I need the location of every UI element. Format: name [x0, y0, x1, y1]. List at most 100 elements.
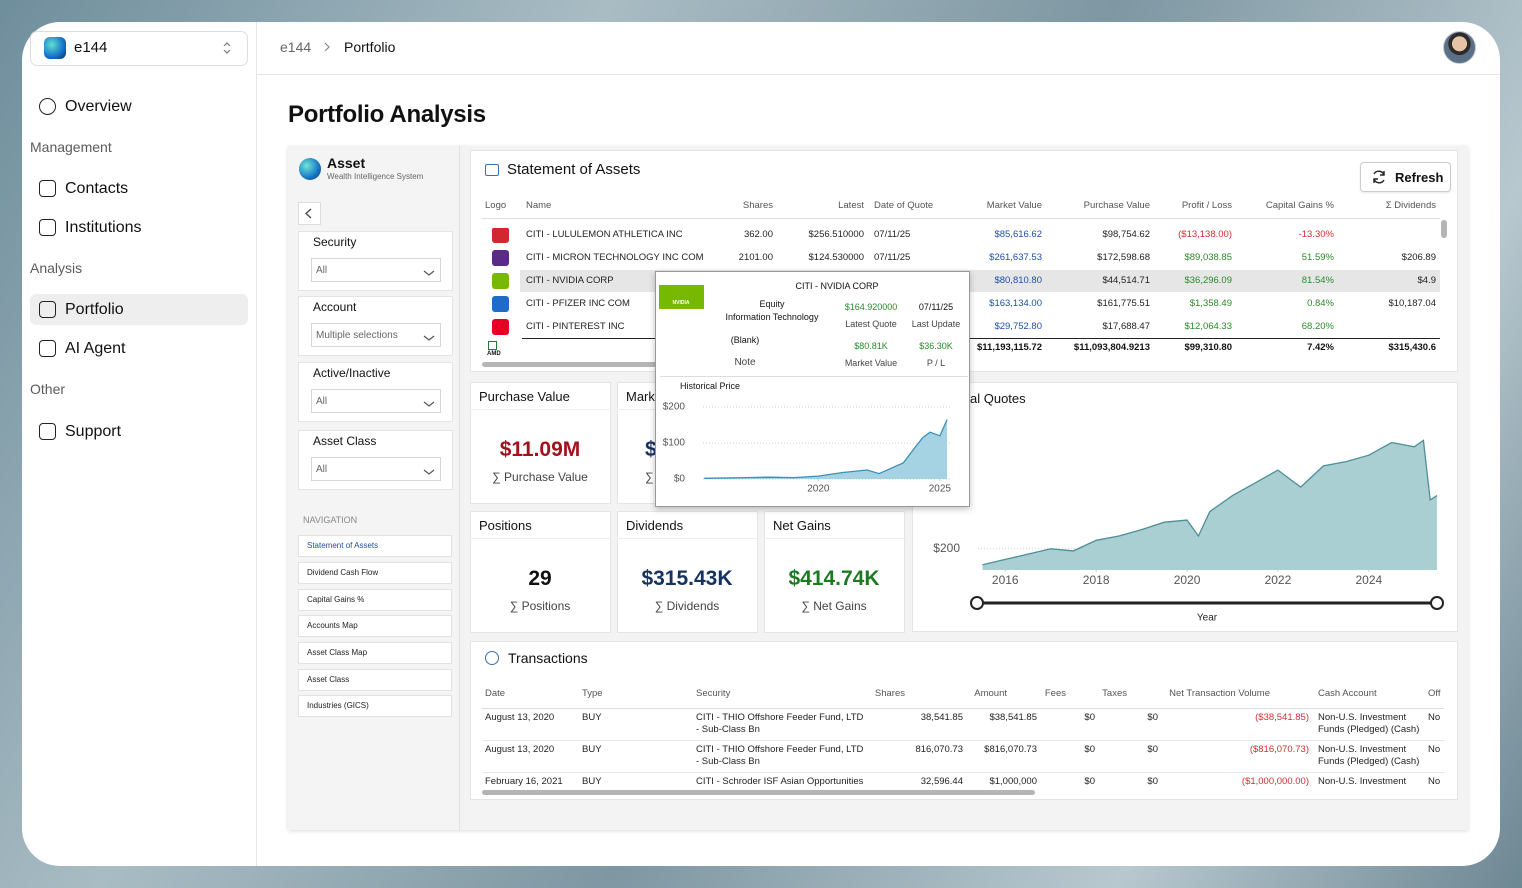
tooltip-category: Equity [759, 299, 785, 309]
y-tick-label: $100 [663, 438, 686, 449]
filter-label: Account [313, 300, 357, 314]
asset-cell: $80,810.80 [994, 275, 1042, 286]
historical-price-chart: $0 $100 $200 2020 2025 [663, 402, 952, 495]
total-cell: $11,193,115.72 [977, 342, 1042, 353]
column-header: Latest [838, 200, 864, 211]
workspace-selector[interactable] [30, 31, 248, 66]
refresh-icon [1371, 169, 1387, 185]
y-tick-label: $0 [674, 474, 686, 485]
navigation-button[interactable] [298, 589, 452, 611]
asset-cell: 07/11/25 [874, 229, 911, 240]
nav-label: Contacts [65, 179, 129, 197]
kpi-rule [764, 538, 905, 539]
kpi-value: $315.43K [641, 566, 733, 590]
transaction-cell: February 16, 2021 [485, 776, 563, 787]
back-button[interactable] [298, 202, 321, 225]
asset-cell: $89,038.85 [1184, 252, 1232, 263]
line [982, 439, 1438, 566]
breadcrumb-separator [322, 40, 332, 54]
asset-cell: 0.84% [1307, 298, 1334, 309]
column-header: Net Transaction Volume [1169, 688, 1270, 699]
nav-label: Portfolio [65, 300, 124, 318]
company-logo [492, 296, 509, 312]
refresh-button[interactable] [1360, 162, 1451, 192]
dropdown-chevron [423, 330, 435, 341]
tooltip-logo-text: NVIDIA [672, 299, 690, 306]
total-logo: AMD [487, 351, 501, 357]
column-header: Market Value [986, 200, 1042, 211]
selector-chevron [224, 43, 231, 53]
tooltip: NVIDIA CITI - NVIDIA CORP Equity Informatio… [655, 271, 970, 507]
filter-label: Security [313, 235, 357, 249]
navigation-button[interactable] [298, 535, 452, 557]
navigation-button[interactable] [298, 615, 452, 637]
filter-dropdown[interactable] [311, 389, 441, 413]
h-scrollbar [482, 790, 1035, 795]
nav-item[interactable] [30, 333, 248, 364]
transaction-cell: August 13, 2020 [485, 712, 555, 723]
tooltip-market-value-label: Market Value [844, 358, 898, 368]
asset-cell: $29,752.80 [994, 321, 1042, 332]
asset-cell: $1,358.49 [1189, 298, 1232, 309]
row-rule [482, 740, 1444, 741]
chevron-icon [223, 42, 231, 54]
filter-dropdown[interactable] [311, 323, 441, 347]
transaction-cell: $0 [1147, 712, 1158, 723]
column-header: Amount [974, 688, 1007, 699]
nav-item[interactable] [30, 173, 248, 204]
transactions-icon [485, 651, 499, 665]
user-avatar [1443, 31, 1476, 64]
transaction-cell: $0 [1084, 744, 1095, 755]
tooltip-pl-label: P / L [926, 358, 946, 368]
asset-cell: 2101.00 [738, 252, 773, 263]
company-logo [492, 273, 509, 289]
h-scrollbar [482, 362, 680, 367]
kpi-title: Net Gains [773, 517, 831, 533]
brand-name: Asset [327, 155, 366, 171]
transaction-cell: No [1428, 744, 1441, 755]
header-rule [482, 218, 1440, 219]
asset-cell: 07/11/25 [874, 252, 911, 263]
total-cell: $315,430.6 [1388, 342, 1436, 353]
kpi-card [617, 511, 758, 633]
transaction-cell: No [1428, 776, 1441, 787]
column-header: Shares [742, 200, 773, 211]
nav-item[interactable] [30, 92, 248, 122]
asset-cell: CITI - MICRON TECHNOLOGY INC COM [526, 252, 704, 263]
x-tick-label: 2024 [1355, 573, 1382, 587]
tooltip-pl: $36.30K [919, 341, 953, 351]
nav-item[interactable] [30, 294, 248, 325]
filter-dropdown[interactable] [311, 258, 441, 282]
transaction-cell: Non-U.S. Investment Funds (Pledged) (Cas… [1318, 744, 1420, 767]
asset-cell: -13.30% [1298, 229, 1334, 240]
header-divider [257, 74, 1500, 75]
asset-cell: $124.530000 [808, 252, 864, 263]
range-slider-handle[interactable] [970, 596, 984, 610]
nav-section-title: Analysis [30, 260, 83, 276]
transaction-cell: CITI - Schroder ISF Asian Opportunities [696, 776, 864, 787]
transaction-cell: $0 [1147, 776, 1158, 787]
range-slider-handle[interactable] [1430, 596, 1444, 610]
filter-dropdown[interactable] [311, 457, 441, 481]
filter-label: Active/Inactive [313, 366, 391, 380]
nav-icon [39, 98, 56, 115]
nav-item[interactable] [30, 416, 248, 447]
total-rule [522, 338, 1440, 339]
navigation-button[interactable] [298, 562, 452, 584]
total-cell: $11,093,804.9213 [1073, 342, 1150, 353]
x-tick-label: 2022 [1265, 573, 1292, 587]
navigation-button[interactable] [298, 642, 452, 664]
filter-value: All [316, 463, 328, 475]
asset-cell: $12,064.33 [1184, 321, 1232, 332]
tooltip-rule [660, 376, 968, 377]
column-header: Σ Dividends [1385, 200, 1436, 211]
column-header: Name [526, 200, 552, 211]
selector-chevron-glyph [222, 40, 232, 56]
kpi-rule [617, 538, 758, 539]
transaction-cell: Non-U.S. Investment [1318, 776, 1407, 787]
navigation-button[interactable] [298, 695, 452, 717]
navigation-button[interactable] [298, 669, 452, 691]
asset-cell: CITI - LULULEMON ATHLETICA INC [526, 229, 683, 240]
nav-section-title: Management [30, 139, 112, 155]
kpi-rule [470, 409, 611, 410]
